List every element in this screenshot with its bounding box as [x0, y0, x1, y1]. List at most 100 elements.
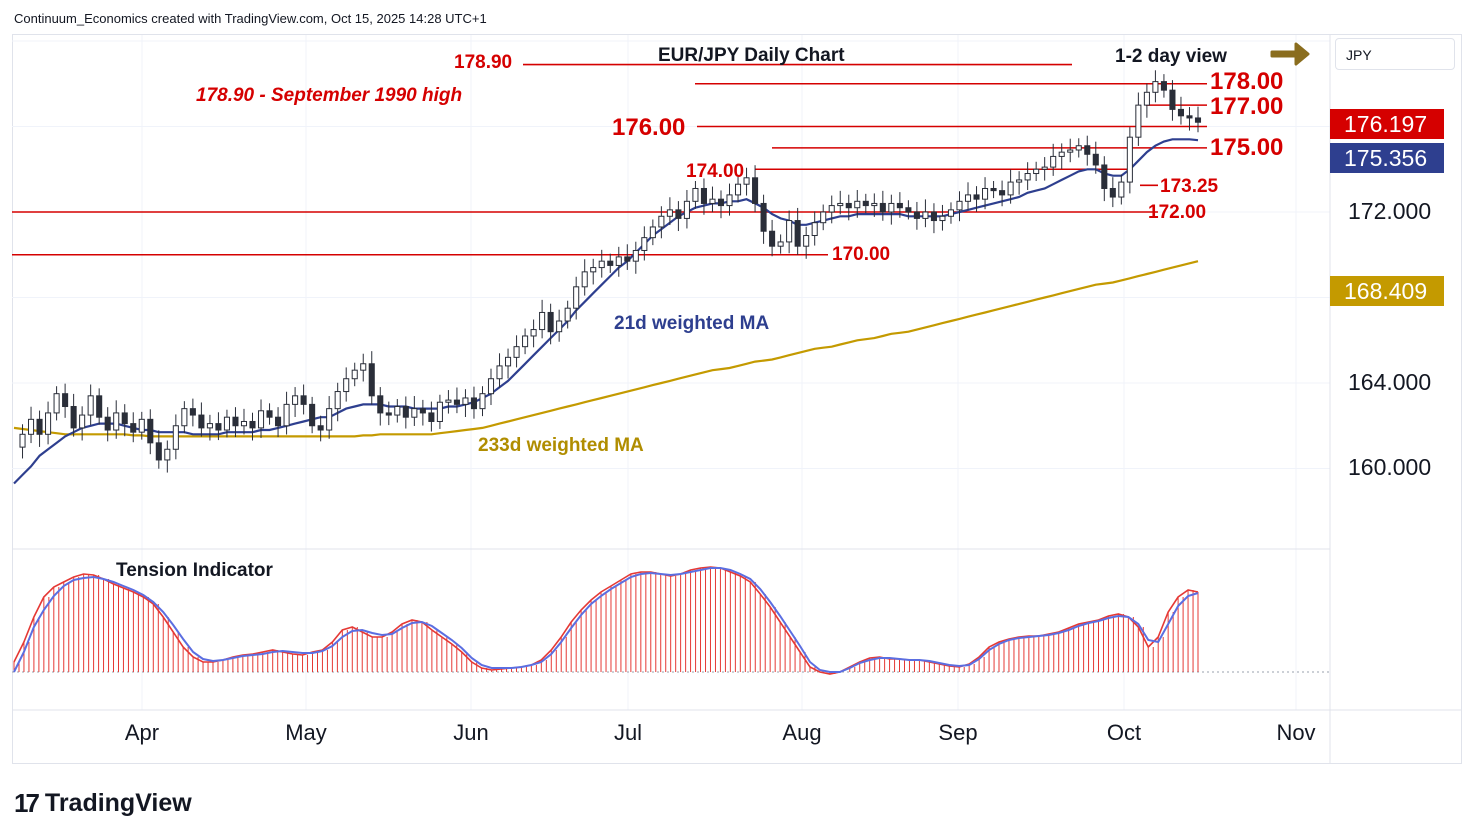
candle-body [632, 249, 639, 262]
x-tick-label: Jul [613, 720, 643, 745]
candle [1177, 96, 1185, 125]
candle [1169, 80, 1176, 121]
candle-body [96, 395, 103, 418]
candle-body [828, 205, 835, 213]
candle [266, 403, 273, 425]
candle-body [36, 418, 43, 435]
candle [172, 414, 179, 460]
candle [786, 210, 793, 254]
candle-body [351, 369, 358, 380]
candle [138, 411, 145, 440]
candle-body [683, 200, 690, 219]
candle [964, 182, 972, 211]
candle [888, 194, 895, 225]
candle [1186, 107, 1193, 131]
currency-selector[interactable]: JPY [1335, 38, 1455, 70]
candle-body [53, 393, 60, 414]
candle-body [939, 215, 946, 222]
candle-body [709, 198, 716, 204]
candle-body [726, 194, 733, 207]
candle-body [1109, 187, 1116, 198]
candle-body [232, 416, 239, 427]
candle [53, 386, 60, 421]
candle [206, 414, 213, 441]
candle-body [871, 202, 878, 207]
candle-body [837, 202, 844, 207]
candle-body [121, 412, 128, 425]
candle [760, 194, 767, 244]
candle [155, 430, 162, 469]
candle [717, 190, 725, 219]
candle-body [1058, 151, 1065, 157]
level-label-170-00: 170.00 [832, 244, 891, 265]
candle-body [402, 406, 409, 418]
candle-body [700, 187, 707, 204]
candle-body [1135, 104, 1142, 138]
candle-body [470, 397, 478, 410]
tradingview-logo[interactable]: 17 TradingView [14, 788, 192, 819]
x-tick-label: Sep [938, 720, 978, 745]
candle-body [317, 425, 324, 431]
candle [675, 201, 682, 232]
candle-body [982, 187, 989, 200]
candle-body [189, 408, 196, 416]
candle-body [1101, 164, 1108, 189]
candle [275, 407, 282, 438]
candle-body [453, 399, 460, 405]
candle-body [1143, 91, 1150, 106]
candle-body [1084, 145, 1091, 155]
candle [624, 244, 631, 270]
chart-decor [1270, 42, 1310, 66]
candle [564, 300, 571, 329]
candle-body [752, 177, 759, 204]
candle-body [1160, 81, 1167, 91]
candle-body [675, 209, 682, 219]
candle [368, 351, 375, 405]
candle [896, 192, 903, 218]
candle [385, 401, 392, 426]
candle [990, 181, 997, 199]
attribution-text: Continuum_Economics created with Trading… [14, 11, 487, 26]
candlesticks [19, 70, 1202, 473]
level-label-178-90: 178.90 [454, 52, 513, 73]
candle-body [990, 187, 997, 192]
candle [419, 399, 426, 426]
level-label-178-00: 178.00 [1210, 68, 1284, 95]
candle [470, 386, 478, 419]
level-label-174-00: 174.00 [686, 161, 745, 182]
candle [777, 234, 784, 254]
candle [905, 200, 912, 220]
candle-body [19, 433, 26, 448]
candle-body [947, 209, 955, 217]
tradingview-logo-text: TradingView [44, 789, 192, 817]
candle-body [1050, 155, 1057, 168]
candle [862, 193, 869, 214]
candle-body [309, 403, 316, 427]
candle-body [769, 230, 776, 247]
candle [1126, 127, 1133, 194]
candle [240, 408, 248, 435]
candle-body [930, 211, 937, 222]
ma233-line [13, 260, 1199, 438]
candle [939, 204, 946, 231]
candle-body [249, 420, 256, 429]
candle [292, 387, 299, 417]
candle [692, 181, 699, 209]
candle-body [590, 267, 597, 273]
candle [19, 424, 26, 459]
candle-body [479, 393, 486, 410]
candle [436, 394, 443, 429]
candle [377, 387, 384, 426]
candle-body [266, 410, 273, 418]
candle-body [922, 211, 929, 219]
candle [930, 203, 937, 234]
candle-body [62, 393, 69, 408]
level-label-172-00: 172.00 [1148, 202, 1207, 223]
candle [189, 398, 196, 427]
candle-body [334, 391, 341, 410]
candle-body [45, 412, 52, 435]
ma233-price-tag: 168.409 [1330, 276, 1444, 306]
candle-body [743, 177, 750, 185]
candle [522, 328, 529, 355]
